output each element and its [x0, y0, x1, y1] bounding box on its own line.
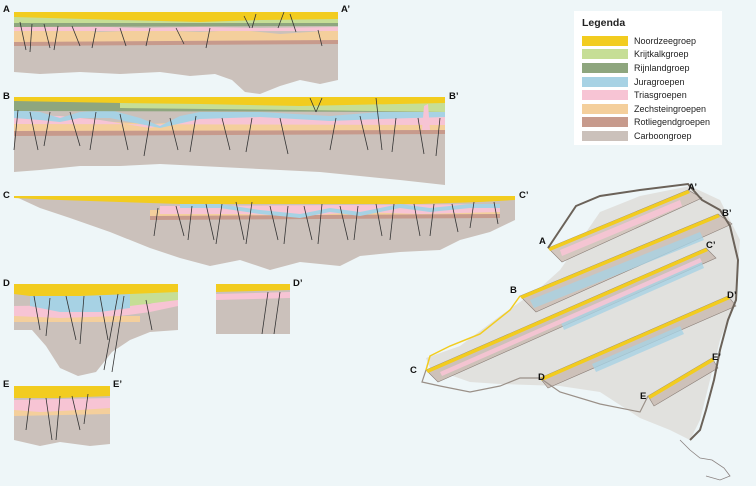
fence-diagram-3d: A A’ B B’ C C’ D D’ E E’: [410, 182, 740, 481]
legend-item-krijtkalkgroep: Krijtkalkgroep: [582, 48, 714, 62]
map-label-c-end: C’: [706, 240, 716, 251]
cross-section-e: E E’: [3, 379, 122, 446]
cross-section-c: C C’: [3, 190, 529, 270]
legend-swatch: [582, 62, 628, 73]
legend-label: Juragroepen: [634, 76, 685, 87]
fence-border-contour: [547, 182, 740, 441]
fault-lines: [153, 201, 499, 245]
fence-southern-outline: [679, 439, 731, 481]
section-a-start-label: A: [3, 4, 10, 15]
legend-swatch: [582, 76, 628, 87]
legend-item-rotliegendgroepen: Rotliegendgroepen: [582, 116, 714, 130]
layer-noordzeegroep: [14, 386, 110, 398]
section-e-end-label: E’: [113, 379, 122, 390]
layer-jura: [14, 110, 445, 128]
cross-section-a: A A’: [3, 4, 350, 94]
map-label-a: A: [539, 236, 546, 247]
fence-border-contour: [425, 295, 521, 371]
layer-krijtkalk: [130, 292, 178, 306]
fence-top-c: [426, 248, 708, 373]
fence-top-e: [648, 358, 714, 399]
legend-item-rijnlandgroep: Rijnlandgroep: [582, 61, 714, 75]
layer-noordzeegroep: [14, 196, 515, 204]
section-d-start-label: D: [3, 278, 10, 289]
layer-noordzeegroep: [14, 284, 178, 296]
legend-swatch: [582, 35, 628, 46]
section-c-start-label: C: [3, 190, 10, 201]
map-label-a-end: A’: [688, 182, 697, 193]
legend-label: Krijtkalkgroep: [634, 49, 689, 60]
section-a-end-label: A’: [341, 4, 350, 15]
map-label-e: E: [640, 391, 646, 402]
cross-section-b: B B’: [3, 91, 459, 185]
legend-label: Zechsteingroepen: [634, 103, 707, 114]
salt-diapir: [422, 104, 430, 130]
layer-jura: [30, 292, 130, 312]
legend-swatch: [582, 117, 628, 128]
cross-section-d-right-panel: D’: [216, 278, 303, 335]
fault-lines: [19, 11, 323, 53]
legend-label: Noordzeegroep: [634, 35, 697, 46]
map-label-e-end: E’: [712, 352, 721, 363]
section-e-start-label: E: [3, 379, 9, 390]
legend-label: Triasgroepen: [634, 90, 687, 101]
layer-trias: [216, 292, 290, 300]
legend-item-zechsteingroepen: Zechsteingroepen: [582, 102, 714, 116]
legend-swatch: [582, 103, 628, 114]
fence-trias-band-c: [440, 258, 702, 376]
section-b-end-label: B’: [449, 91, 459, 102]
fault-lines: [33, 293, 153, 373]
map-label-b: B: [510, 285, 517, 296]
layer-noordzeegroep: [14, 12, 338, 22]
fence-jura-band-b: [530, 232, 704, 308]
fence-jura-band-d: [592, 326, 684, 372]
legend-label: Carboongroep: [634, 130, 692, 141]
fence-border-contour: [421, 369, 540, 393]
layer-noordzeegroep: [216, 284, 290, 292]
fault-lines: [261, 291, 281, 335]
layer-krijtkalk: [14, 16, 338, 23]
legend-title: Legenda: [582, 17, 626, 29]
map-label-b-end: B’: [722, 208, 732, 219]
cross-section-d: D: [3, 278, 178, 376]
layer-zechstein: [14, 316, 140, 322]
fence-trias-band-a: [560, 200, 682, 256]
legend-item-triasgroepen: Triasgroepen: [582, 88, 714, 102]
section-c-end-label: C’: [519, 190, 529, 201]
fault-lines: [25, 393, 89, 441]
layer-trias: [14, 115, 445, 128]
layer-noordzeegroep: [14, 97, 445, 106]
legend-swatch: [582, 49, 628, 60]
legend: Legenda Noordzeegroep Krijtkalkgroep Rij…: [574, 11, 722, 145]
legend-item-noordzeegroep: Noordzeegroep: [582, 34, 714, 48]
fence-top-a: [548, 190, 690, 251]
layer-jura: [180, 204, 500, 218]
layer-rijnland: [14, 22, 338, 27]
fence-border-contour: [539, 377, 649, 413]
section-b-start-label: B: [3, 91, 10, 102]
map-label-c: C: [410, 365, 417, 376]
fault-lines: [13, 97, 441, 157]
legend-item-carboongroep: Carboongroep: [582, 129, 714, 143]
map-label-d-end: D’: [727, 290, 737, 301]
legend-label: Rijnlandgroep: [634, 62, 690, 73]
legend-swatch: [582, 90, 628, 101]
legend-swatch: [582, 130, 628, 141]
map-label-d: D: [538, 372, 545, 383]
fence-top-b: [520, 214, 720, 299]
legend-label: Rotliegendgroepen: [634, 117, 711, 128]
legend-item-juragroepen: Juragroepen: [582, 75, 714, 89]
fence-top-d: [540, 296, 730, 381]
section-d-end-label: D’: [293, 278, 303, 289]
